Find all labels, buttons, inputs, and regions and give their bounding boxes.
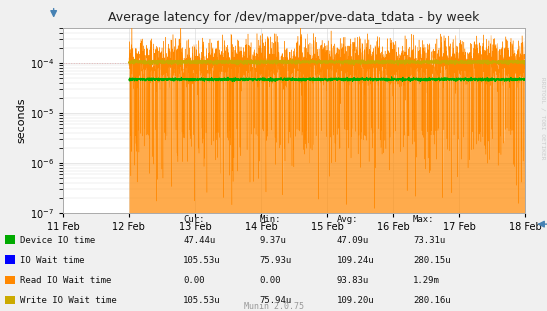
Text: 73.31u: 73.31u	[413, 236, 445, 244]
Text: Cur:: Cur:	[183, 215, 205, 224]
Text: Max:: Max:	[413, 215, 434, 224]
Text: Min:: Min:	[260, 215, 281, 224]
Text: 1.29m: 1.29m	[413, 276, 440, 285]
Y-axis label: seconds: seconds	[17, 98, 27, 143]
Text: 93.83u: 93.83u	[336, 276, 369, 285]
Text: 47.44u: 47.44u	[183, 236, 216, 244]
Text: 109.24u: 109.24u	[336, 256, 374, 265]
Text: 105.53u: 105.53u	[183, 256, 221, 265]
Text: 280.15u: 280.15u	[413, 256, 451, 265]
Text: Read IO Wait time: Read IO Wait time	[20, 276, 112, 285]
Text: 9.37u: 9.37u	[260, 236, 287, 244]
Text: 0.00: 0.00	[183, 276, 205, 285]
Text: 0.00: 0.00	[260, 276, 281, 285]
Text: RRDTOOL / TOBI OETIKER: RRDTOOL / TOBI OETIKER	[541, 77, 546, 160]
Text: Device IO time: Device IO time	[20, 236, 96, 244]
Text: 280.16u: 280.16u	[413, 296, 451, 305]
Text: Munin 2.0.75: Munin 2.0.75	[243, 302, 304, 311]
Text: 75.93u: 75.93u	[260, 256, 292, 265]
Text: Write IO Wait time: Write IO Wait time	[20, 296, 117, 305]
Title: Average latency for /dev/mapper/pve-data_tdata - by week: Average latency for /dev/mapper/pve-data…	[108, 11, 480, 24]
Text: 109.20u: 109.20u	[336, 296, 374, 305]
Text: IO Wait time: IO Wait time	[20, 256, 85, 265]
Text: Avg:: Avg:	[336, 215, 358, 224]
Text: 75.94u: 75.94u	[260, 296, 292, 305]
Text: 105.53u: 105.53u	[183, 296, 221, 305]
Text: 47.09u: 47.09u	[336, 236, 369, 244]
